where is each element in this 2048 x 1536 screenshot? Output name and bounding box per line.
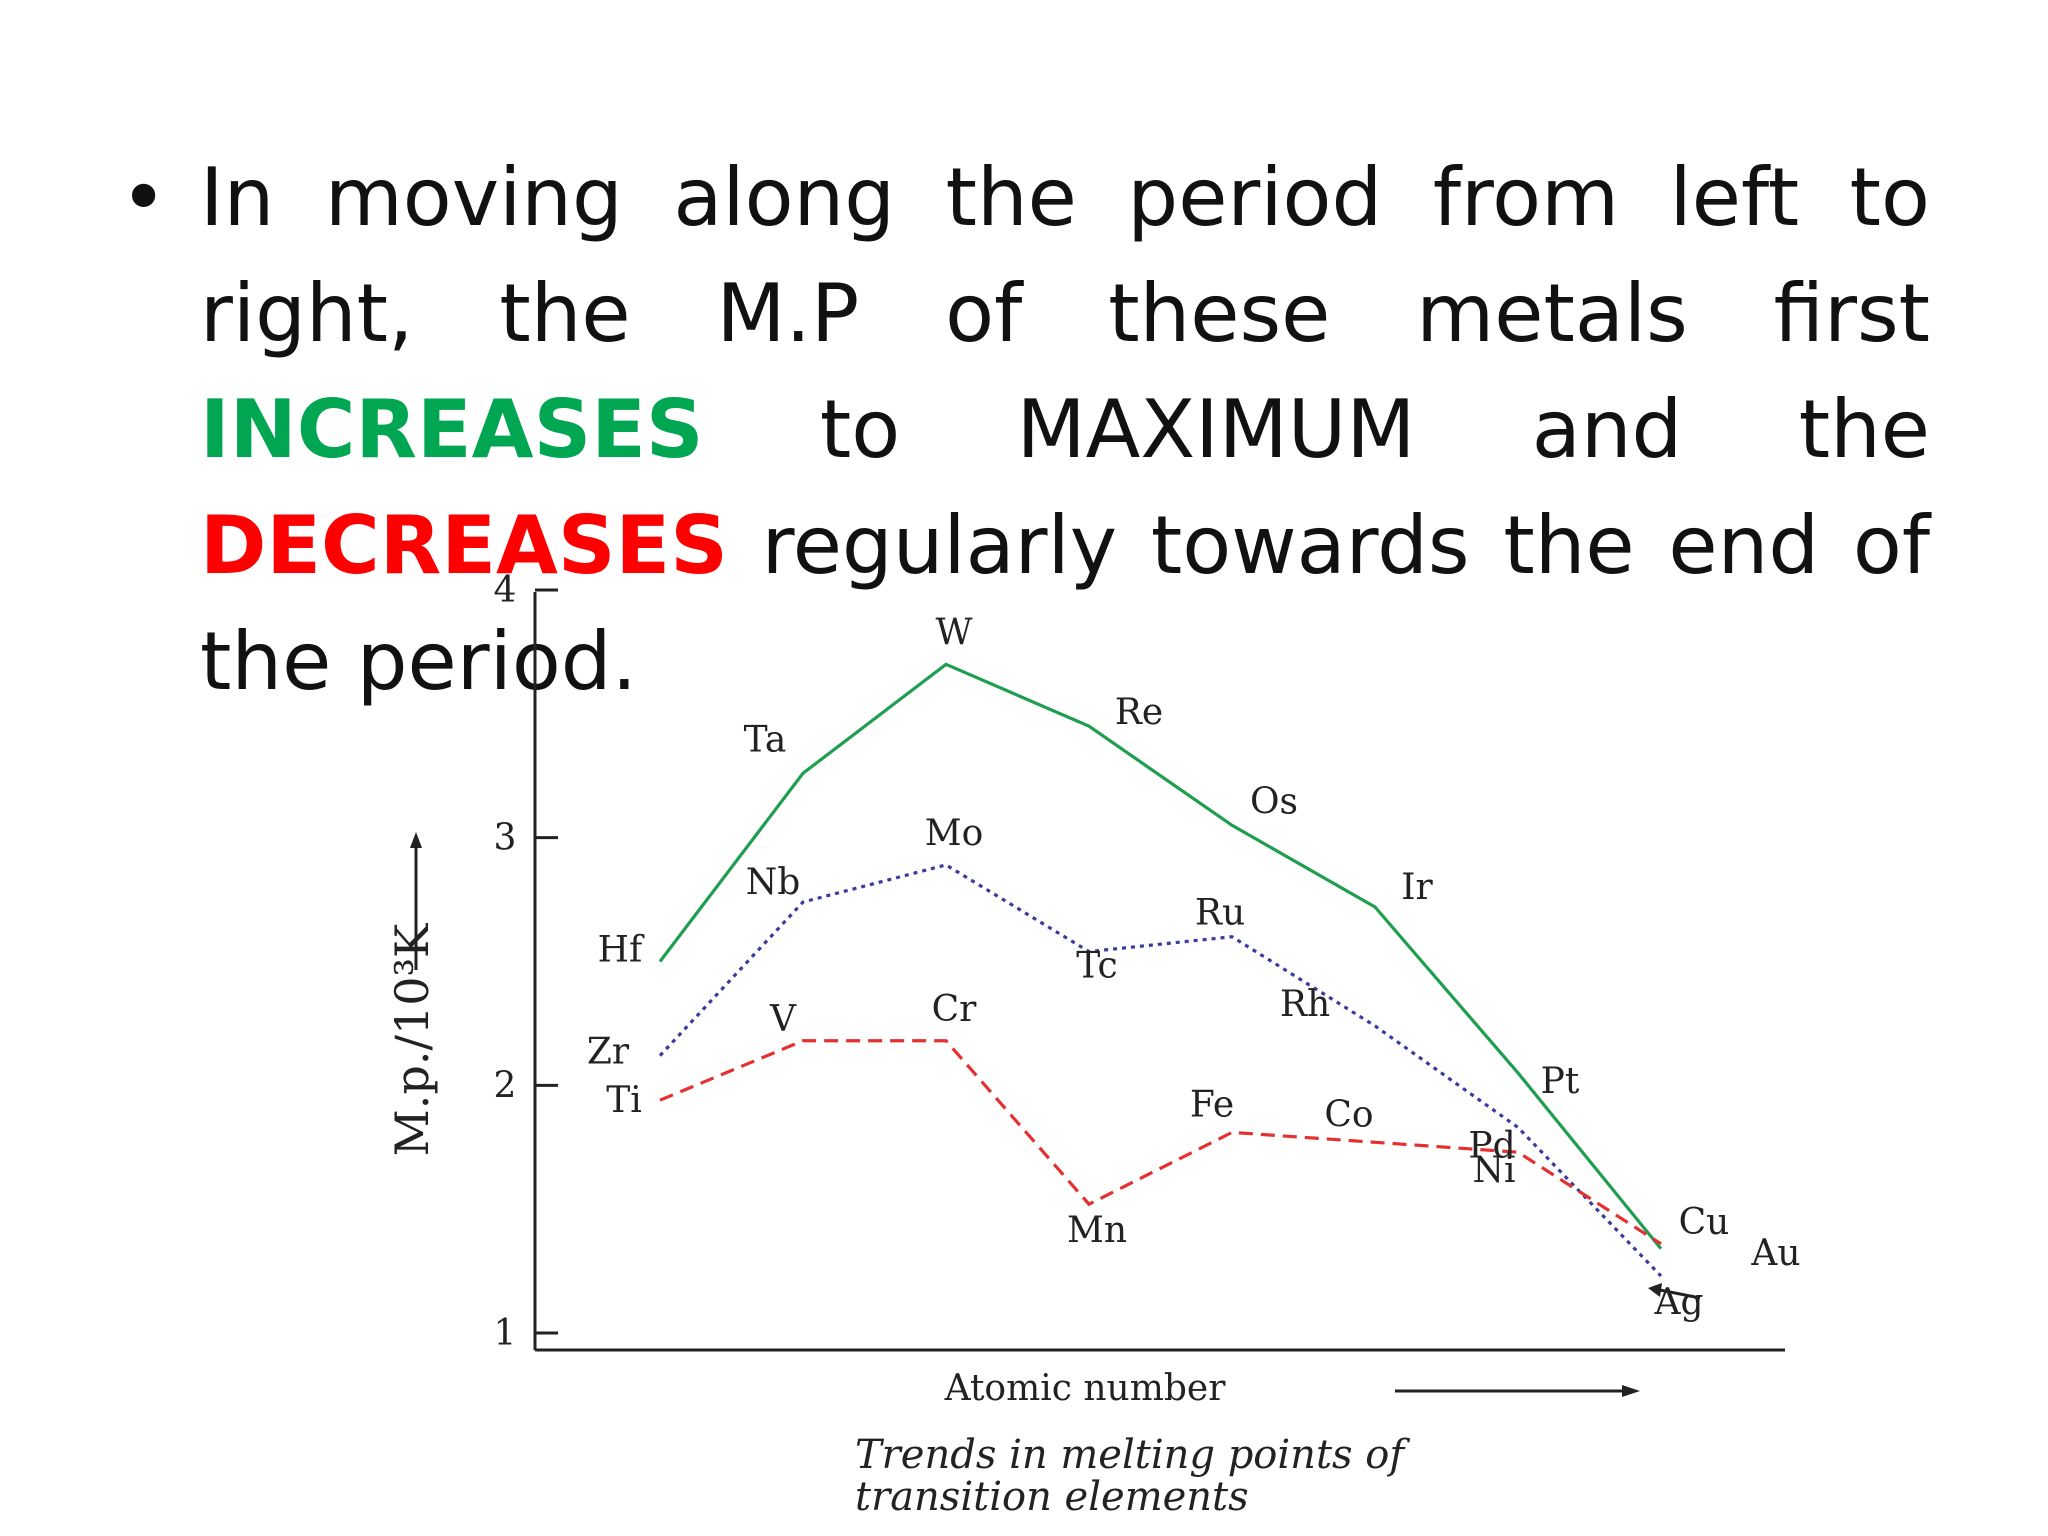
increases-highlight: INCREASES [200, 383, 704, 476]
element-label-zr: Zr [587, 1032, 630, 1073]
element-label-rh: Rh [1280, 984, 1330, 1025]
element-label-tc: Tc [1076, 946, 1117, 987]
element-label-os: Os [1250, 781, 1298, 822]
element-label-v: V [769, 999, 797, 1040]
y-tick-label: 1 [494, 1313, 517, 1354]
element-label-pd: Pd [1468, 1125, 1515, 1166]
y-tick-label: 4 [494, 570, 517, 611]
element-label-cu: Cu [1679, 1202, 1730, 1243]
bullet-text-part-1: In moving along the period from left to … [200, 151, 1930, 360]
chart-axes [533, 592, 1785, 1352]
element-label-ti: Ti [606, 1080, 642, 1121]
element-label-re: Re [1115, 692, 1163, 733]
element-label-fe: Fe [1190, 1084, 1234, 1125]
element-label-w: W [935, 612, 972, 653]
element-label-cr: Cr [932, 989, 978, 1030]
x-axis-arrow [1395, 1385, 1640, 1397]
bullet-text: In moving along the period from left to … [200, 140, 1930, 720]
bullet-dot: • [120, 151, 168, 244]
element-label-mn: Mn [1067, 1210, 1127, 1251]
series-line-zr-row [658, 863, 1663, 1278]
chart-title-line-2: transition elements [855, 1474, 1249, 1520]
bullet-point: • In moving along the period from left t… [120, 140, 1930, 720]
chart-title: Trends in melting points of transition e… [855, 1432, 1417, 1520]
bullet-text-part-3: regularly towards the end of the period. [200, 499, 1930, 708]
element-label-ni: Ni [1472, 1150, 1515, 1191]
element-label-ta: Ta [744, 719, 787, 760]
y-axis-label: M.p./10³K [385, 922, 439, 1156]
element-label-hf: Hf [598, 930, 645, 971]
x-axis-label: Atomic number [944, 1368, 1227, 1409]
series-group [658, 662, 1663, 1278]
element-label-ru: Ru [1195, 893, 1245, 934]
element-label-co: Co [1324, 1094, 1373, 1135]
element-label-au: Au [1750, 1233, 1800, 1274]
bullet-text-part-2: to MAXIMUM and the [703, 383, 1930, 476]
y-tick-label: 2 [494, 1065, 517, 1106]
chart-title-line-1: Trends in melting points of [855, 1432, 1410, 1478]
element-label-ir: Ir [1401, 867, 1433, 908]
element-label-mo: Mo [925, 813, 984, 854]
element-label-pt: Pt [1541, 1061, 1580, 1102]
element-label-nb: Nb [746, 862, 801, 903]
series-line-hf-row [658, 662, 1663, 1250]
au-pointer-arrow [1648, 1283, 1701, 1300]
decreases-highlight: DECREASES [200, 499, 728, 592]
y-axis-arrow [410, 832, 422, 970]
y-tick-group: 1 2 3 4 [494, 570, 558, 1354]
series-line-ti-row [659, 1039, 1662, 1246]
y-tick-label: 3 [494, 818, 517, 859]
